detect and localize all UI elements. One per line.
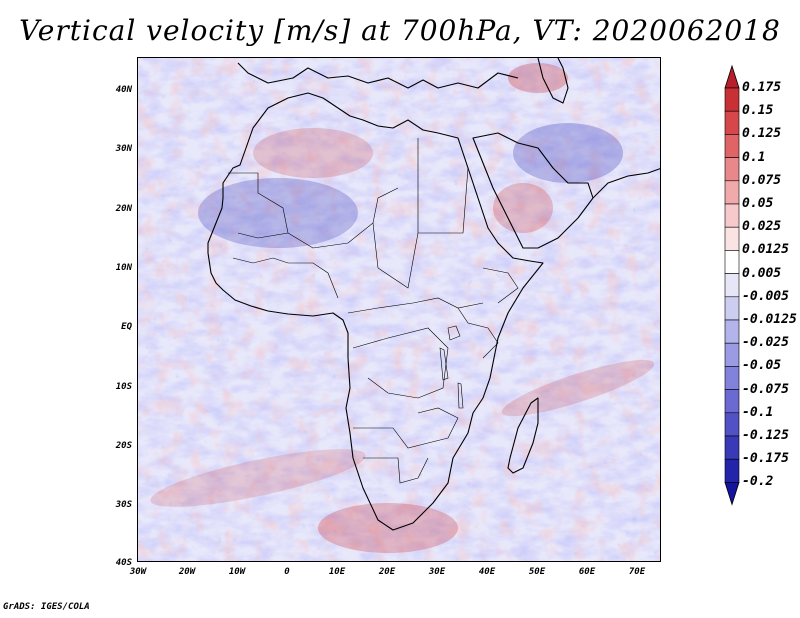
sahara-ascent-region <box>198 178 358 248</box>
colorbar-swatch <box>724 203 740 228</box>
colorbar-label: -0.075 <box>742 381 789 397</box>
south-atlantic-descent-band <box>150 449 366 507</box>
asia-coastline <box>592 168 660 199</box>
caspian-coastline <box>537 58 569 104</box>
lat-tick-40n: 40N <box>115 85 132 95</box>
lat-tick-eq: EQ <box>121 322 132 332</box>
colorbar-swatch <box>724 366 740 390</box>
colorbar-label: -0.05 <box>742 358 782 374</box>
indian-ocean-descent-band <box>501 359 655 417</box>
border-west-sahara <box>228 172 289 239</box>
grads-credit: GrADS: IGES/COLA <box>3 602 90 612</box>
colorbar-label: -0.125 <box>742 428 789 443</box>
colorbar-label: -0.025 <box>742 335 789 351</box>
colorbar-swatch <box>724 342 740 367</box>
colorbar-label: 0.15 <box>742 103 774 119</box>
colorbar-label: -0.0125 <box>742 312 797 327</box>
velocity-field <box>138 58 660 561</box>
colorbar-swatch <box>724 180 740 205</box>
lat-tick-20s: 20S <box>115 441 132 451</box>
arabia-coastline <box>472 132 594 249</box>
iran-ascent-region <box>513 123 623 183</box>
colorbar-swatch <box>724 110 740 135</box>
colorbar-label: -0.2 <box>742 474 774 490</box>
lake-victoria <box>447 325 461 341</box>
colorbar <box>724 64 740 506</box>
border-horn <box>482 267 519 304</box>
lat-tick-30n: 30N <box>115 144 132 154</box>
colorbar-min-arrow <box>724 481 740 506</box>
border-libya-egypt <box>417 138 469 234</box>
colorbar-label: 0.05 <box>742 196 774 211</box>
colorbar-swatch <box>724 296 740 321</box>
lon-tick-50e: 50E <box>528 567 546 577</box>
colorbar-label: -0.1 <box>742 404 774 420</box>
lat-tick-20n: 20N <box>115 204 132 214</box>
colorbar-swatch <box>724 412 740 437</box>
border-west-africa <box>232 257 339 299</box>
border-namibia-botswana <box>363 457 429 484</box>
southern-ocean-descent-band <box>318 503 458 553</box>
colorbar-swatch <box>724 134 740 158</box>
colorbar-swatch <box>724 87 740 112</box>
colorbar-label: -0.005 <box>742 288 789 304</box>
lat-tick-30s: 30S <box>115 500 132 510</box>
border-central-africa <box>347 297 484 314</box>
lon-tick-20e: 20E <box>378 567 396 577</box>
lon-tick-10w: 10W <box>228 567 246 577</box>
colorbar-max-arrow <box>724 64 740 89</box>
border-mali-niger <box>287 187 399 249</box>
coastlines <box>207 58 660 531</box>
map-panel <box>137 57 661 562</box>
colorbar-swatch <box>724 250 740 274</box>
africa-coastline <box>207 92 544 531</box>
europe-coastline <box>237 62 519 89</box>
colorbar-swatch <box>724 319 740 344</box>
field-fine-texture <box>138 58 660 561</box>
madagascar-coastline <box>507 397 539 474</box>
lon-tick-20w: 20W <box>178 567 196 577</box>
lat-tick-40s: 40S <box>115 558 132 568</box>
colorbar-swatch <box>724 273 740 298</box>
map-title: Vertical velocity [m/s] at 700hPa, VT: 2… <box>19 14 781 47</box>
border-east-africa <box>457 307 499 359</box>
colorbar-swatch <box>724 458 740 483</box>
lon-tick-30w: 30W <box>129 567 147 577</box>
maghreb-descent-region <box>253 128 373 178</box>
lon-tick-30e: 30E <box>428 567 446 577</box>
lake-malawi <box>457 382 464 409</box>
lat-tick-10n: 10N <box>115 263 132 273</box>
colorbar-label: 0.005 <box>742 265 782 281</box>
colorbar-swatch <box>724 389 740 414</box>
lat-tick-10s: 10S <box>115 382 132 392</box>
colorbar-label: 0.0125 <box>742 242 789 258</box>
border-chad-sudan <box>372 222 419 289</box>
colorbar-label: 0.125 <box>742 126 782 142</box>
lon-tick-70e: 70E <box>628 567 646 577</box>
colorbar-swatch <box>724 226 740 251</box>
border-southern-africa <box>353 407 459 449</box>
colorbar-label: 0.025 <box>742 219 782 235</box>
colorbar-label: -0.175 <box>742 451 789 467</box>
lon-tick-60e: 60E <box>578 567 596 577</box>
lon-tick-40e: 40E <box>478 567 496 577</box>
lake-tanganyika <box>439 347 449 381</box>
lon-tick-10e: 10E <box>328 567 346 577</box>
arabia-descent-region <box>493 183 553 233</box>
lon-tick-0: 0 <box>284 567 290 577</box>
country-borders <box>228 138 519 484</box>
colorbar-label: 0.1 <box>742 149 766 165</box>
colorbar-swatch <box>724 435 740 460</box>
border-drc <box>352 327 449 399</box>
colorbar-label: 0.075 <box>742 172 782 188</box>
colorbar-swatch <box>724 157 740 182</box>
caucasus-descent-region <box>508 63 568 93</box>
colorbar-label: 0.175 <box>742 80 782 95</box>
